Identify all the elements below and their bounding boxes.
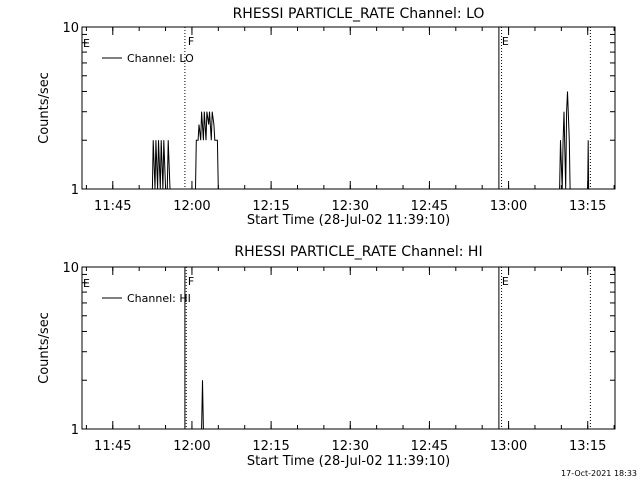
chart-panel-1: RHESSI PARTICLE_RATE Channel: LO 11:45 12:… <box>37 6 616 228</box>
legend-entry: Channel: HI <box>127 292 191 305</box>
event-marker-label: E <box>502 35 509 48</box>
x-tick-label: 13:15 <box>569 199 606 214</box>
event-marker-label: E <box>502 275 509 288</box>
y-tick-label: 1 <box>71 423 79 438</box>
x-tick-label: 12:45 <box>411 199 448 214</box>
chart-title: RHESSI PARTICLE_RATE Channel: HI <box>234 244 482 260</box>
x-tick-label: 13:00 <box>490 199 527 214</box>
x-axis-label: Start Time (28-Jul-02 11:39:10) <box>247 213 450 228</box>
edge-marker-label: E <box>83 37 90 50</box>
x-tick-label: 13:00 <box>490 439 527 454</box>
series-line <box>201 380 204 430</box>
plot-frame <box>81 266 616 430</box>
y-tick-label: 1 <box>71 183 79 198</box>
x-tick-label: 12:00 <box>173 199 210 214</box>
chart-panel-2: RHESSI PARTICLE_RATE Channel: HI 11:45 12:… <box>37 244 616 469</box>
x-tick-label: 11:45 <box>94 199 131 214</box>
edge-marker-label: E <box>83 277 90 290</box>
x-tick-label: 12:45 <box>411 439 448 454</box>
x-axis-label: Start Time (28-Jul-02 11:39:10) <box>247 454 450 469</box>
y-tick-label: 10 <box>62 21 79 36</box>
chart-title: RHESSI PARTICLE_RATE Channel: LO <box>233 6 485 22</box>
x-tick-label: 12:15 <box>252 199 289 214</box>
x-tick-label: 12:15 <box>252 439 289 454</box>
event-marker-label: F <box>188 275 194 288</box>
y-axis-label: Counts/sec <box>37 312 52 384</box>
y-axis-label: Counts/sec <box>37 72 52 144</box>
x-tick-label: 13:15 <box>569 439 606 454</box>
x-tick-label: 12:00 <box>173 439 210 454</box>
x-tick-label: 11:45 <box>94 439 131 454</box>
x-tick-label: 12:30 <box>332 439 369 454</box>
event-marker-label: F <box>188 35 194 48</box>
legend-entry: Channel: LO <box>127 52 194 65</box>
x-tick-label: 12:30 <box>332 199 369 214</box>
footer-timestamp: 17-Oct-2021 18:33 <box>561 469 637 478</box>
series-line <box>151 91 590 190</box>
y-tick-label: 10 <box>62 261 79 276</box>
plot-frame <box>81 26 616 190</box>
